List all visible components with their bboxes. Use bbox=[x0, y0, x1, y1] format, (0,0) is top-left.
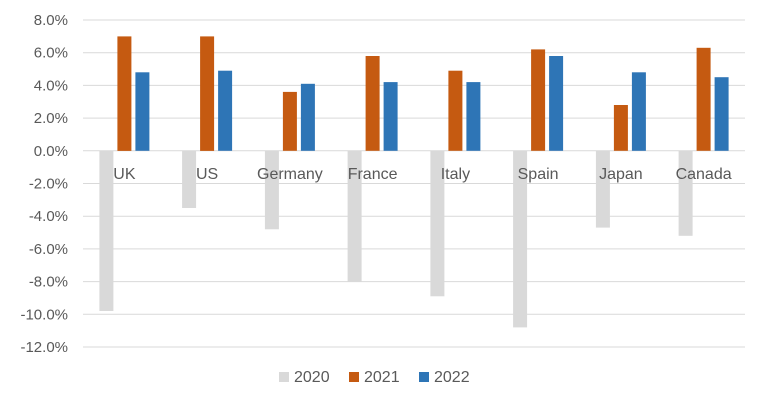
legend-label: 2021 bbox=[364, 369, 400, 386]
bar-2022-us bbox=[218, 70, 233, 151]
series-2020 bbox=[99, 150, 693, 328]
x-category-label: Spain bbox=[518, 166, 559, 183]
bar-2020-france bbox=[347, 150, 362, 282]
bar-2021-italy bbox=[448, 70, 463, 151]
x-axis: UK US Germany France Italy Spain Japan Canada bbox=[113, 166, 731, 183]
y-tick-label: 6.0% bbox=[34, 45, 68, 62]
bar-2022-japan bbox=[631, 72, 646, 151]
bar-2022-spain bbox=[549, 56, 564, 151]
bar-2020-us bbox=[182, 150, 197, 208]
y-tick-label: 4.0% bbox=[34, 77, 68, 94]
legend: 2020 2021 2022 bbox=[279, 369, 470, 386]
bar-2020-japan bbox=[595, 150, 610, 228]
legend-item-2021: 2021 bbox=[349, 369, 400, 386]
y-tick-label: -2.0% bbox=[29, 176, 68, 193]
x-category-label: Germany bbox=[257, 166, 323, 183]
y-axis: 8.0% 6.0% 4.0% 2.0% 0.0% -2.0% -4.0% -6.0% -8.0%… bbox=[20, 12, 68, 356]
bar-2020-spain bbox=[513, 150, 528, 328]
bar-2021-france bbox=[365, 56, 380, 151]
x-category-label: US bbox=[196, 166, 218, 183]
bars bbox=[99, 36, 729, 328]
x-category-label: Japan bbox=[599, 166, 643, 183]
bar-2021-uk bbox=[117, 36, 132, 151]
bar-2022-italy bbox=[466, 82, 481, 151]
y-tick-label: -6.0% bbox=[29, 241, 68, 258]
bar-2022-france bbox=[383, 82, 398, 151]
legend-label: 2020 bbox=[294, 369, 330, 386]
y-tick-label: -10.0% bbox=[20, 306, 68, 323]
y-tick-label: 8.0% bbox=[34, 12, 68, 29]
legend-item-2022: 2022 bbox=[419, 369, 470, 386]
legend-swatch bbox=[279, 372, 289, 382]
x-category-label: Canada bbox=[676, 166, 732, 183]
y-tick-label: 0.0% bbox=[34, 143, 68, 160]
x-category-label: UK bbox=[113, 166, 136, 183]
y-tick-label: -4.0% bbox=[29, 208, 68, 225]
bar-2020-canada bbox=[678, 150, 693, 236]
bar-2021-canada bbox=[696, 47, 711, 151]
y-tick-label: 2.0% bbox=[34, 110, 68, 127]
y-tick-label: -12.0% bbox=[20, 339, 68, 356]
series-2021 bbox=[117, 36, 711, 151]
bar-2021-germany bbox=[282, 91, 297, 151]
bar-2020-italy bbox=[430, 150, 445, 297]
bar-2020-germany bbox=[264, 150, 279, 230]
bar-2022-canada bbox=[714, 77, 729, 151]
bar-2020-uk bbox=[99, 150, 114, 311]
series-2022 bbox=[135, 56, 729, 151]
legend-label: 2022 bbox=[434, 369, 470, 386]
legend-swatch bbox=[419, 372, 429, 382]
legend-item-2020: 2020 bbox=[279, 369, 330, 386]
bar-2022-uk bbox=[135, 72, 150, 151]
x-category-label: Italy bbox=[441, 166, 470, 183]
legend-swatch bbox=[349, 372, 359, 382]
bar-2021-us bbox=[200, 36, 215, 151]
bar-2021-japan bbox=[613, 105, 628, 151]
x-category-label: France bbox=[348, 166, 398, 183]
bar-2021-spain bbox=[531, 49, 546, 151]
bar-2022-germany bbox=[300, 83, 315, 151]
y-tick-label: -8.0% bbox=[29, 274, 68, 291]
